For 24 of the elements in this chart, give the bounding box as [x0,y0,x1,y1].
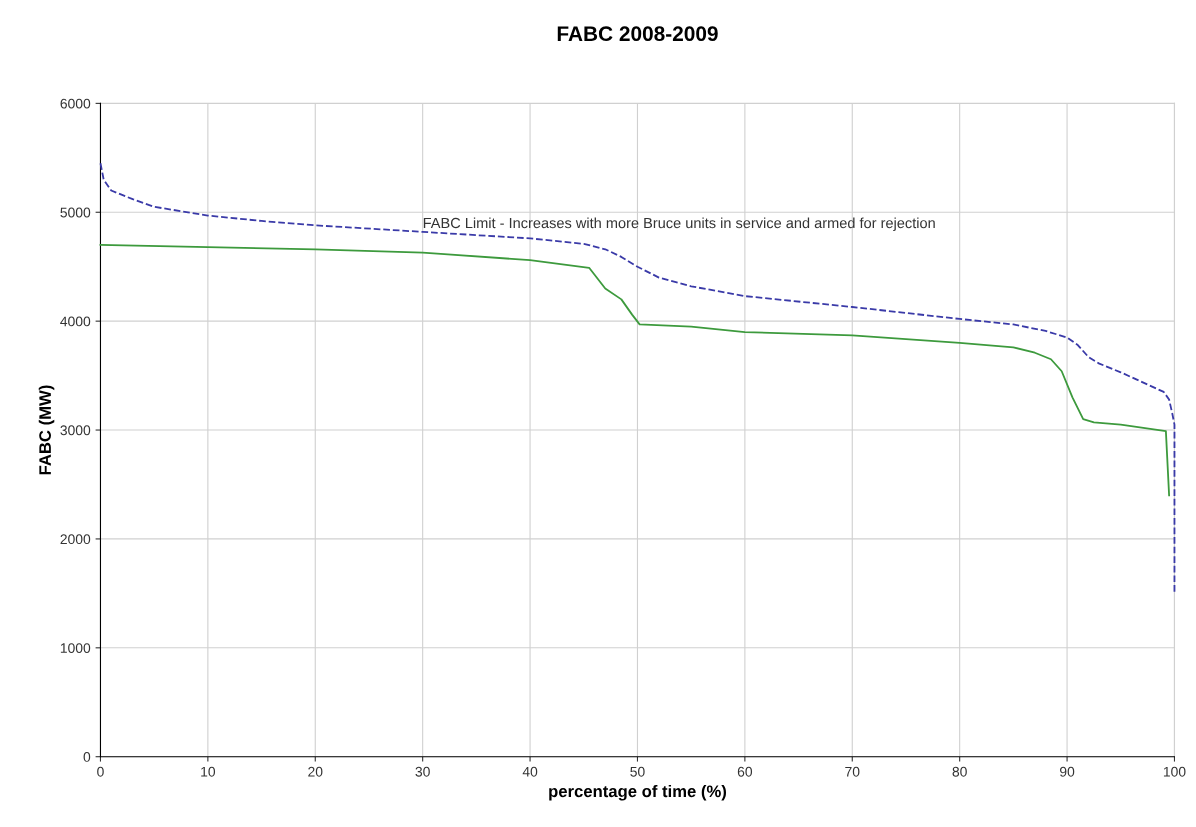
line-series [99,162,1176,595]
line-series [99,244,1171,497]
x-tick-label: 80 [952,766,967,777]
y-tick-label: 5000 [60,207,91,218]
y-axis-title: FABC (MW) [38,385,55,475]
x-tick-label: 90 [1060,766,1075,777]
y-tick-label: 6000 [60,98,91,109]
x-axis-title: percentage of time (%) [549,784,727,801]
y-tick-label: 3000 [60,425,91,436]
chart-title: FABC 2008-2009 [557,26,718,42]
y-tick-label: 1000 [60,643,91,653]
x-tick-label: 10 [201,766,216,777]
x-tick-label: 50 [630,766,645,777]
x-tick-label: 20 [308,766,323,777]
x-tick-label: 60 [737,766,753,777]
y-tick-label: 0 [83,752,91,762]
x-tick-label: 40 [522,766,538,777]
y-tick-label: 2000 [60,534,91,545]
annotation: FABC Limit - Increases with more Bruce units in service and armed for rejection [423,217,935,232]
x-tick-label: 0 [97,766,104,777]
y-tick-label: 4000 [60,316,91,327]
x-tick-label: 30 [415,766,430,777]
x-tick-label: 100 [1163,766,1186,777]
x-tick-label: 70 [845,766,860,777]
